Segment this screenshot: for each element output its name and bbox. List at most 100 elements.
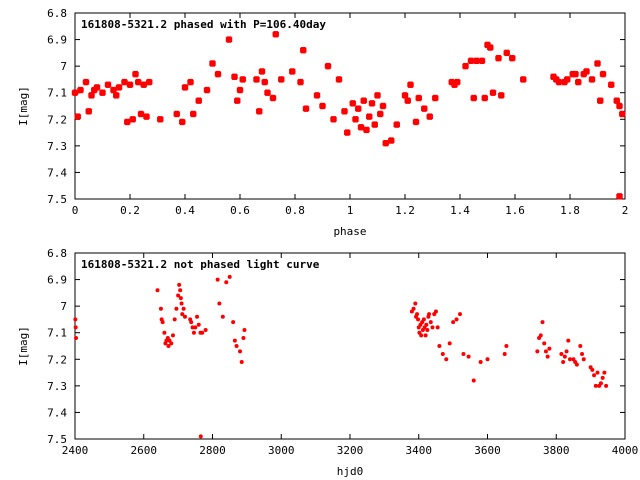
data-point bbox=[564, 76, 571, 83]
data-point bbox=[426, 113, 433, 120]
data-point bbox=[451, 81, 458, 88]
data-points bbox=[73, 274, 609, 439]
data-point bbox=[181, 84, 189, 91]
data-point bbox=[113, 92, 120, 99]
data-point bbox=[421, 105, 428, 112]
data-point bbox=[203, 86, 211, 94]
data-point bbox=[471, 378, 476, 383]
data-point bbox=[99, 89, 106, 96]
data-point bbox=[503, 49, 510, 57]
data-point bbox=[181, 306, 186, 311]
data-point bbox=[74, 336, 79, 341]
axis-ticks bbox=[74, 12, 626, 200]
data-point bbox=[231, 73, 238, 80]
data-point bbox=[454, 317, 459, 322]
data-point bbox=[604, 383, 609, 388]
data-point bbox=[447, 341, 452, 346]
axis-ticks bbox=[74, 252, 626, 440]
data-point bbox=[430, 325, 435, 330]
data-point bbox=[520, 76, 527, 83]
data-point bbox=[187, 78, 194, 86]
tick-labels: 0 0.2 0.4 0.6 0.8 1 1.2 1.4 1.6 1.8 2 6.8 6.9 7 7.1 7.2… bbox=[47, 7, 628, 217]
data-point bbox=[619, 110, 626, 118]
data-point bbox=[261, 78, 268, 86]
data-point bbox=[209, 60, 216, 67]
data-point bbox=[377, 110, 384, 118]
data-point bbox=[224, 280, 229, 285]
data-point bbox=[85, 108, 92, 115]
data-point bbox=[461, 351, 466, 356]
data-point bbox=[388, 137, 395, 144]
x-tick-label: 2600 bbox=[131, 444, 158, 457]
data-point bbox=[572, 70, 579, 78]
data-point bbox=[178, 288, 183, 293]
data-point bbox=[300, 47, 307, 54]
data-point bbox=[462, 62, 469, 70]
y-tick-label: 7.2 bbox=[47, 353, 67, 366]
data-point bbox=[498, 92, 505, 99]
data-point bbox=[77, 86, 84, 94]
x-tick-label: 0.8 bbox=[285, 204, 305, 217]
y-tick-label: 7.4 bbox=[47, 406, 67, 419]
data-point bbox=[543, 349, 548, 354]
data-point bbox=[179, 301, 184, 306]
data-point bbox=[191, 330, 196, 335]
data-point bbox=[215, 277, 220, 282]
y-tick-label: 6.9 bbox=[47, 274, 67, 287]
data-point bbox=[200, 330, 205, 335]
x-axis-label: phase bbox=[333, 225, 366, 238]
data-point bbox=[593, 383, 598, 388]
data-point bbox=[242, 328, 247, 333]
data-point bbox=[595, 370, 600, 375]
y-tick-label: 7.2 bbox=[47, 113, 67, 126]
data-point bbox=[220, 314, 225, 319]
data-point bbox=[335, 76, 343, 83]
data-point bbox=[363, 126, 370, 134]
data-point bbox=[504, 344, 509, 348]
data-point bbox=[196, 322, 201, 327]
data-point bbox=[561, 78, 568, 86]
y-tick-label: 7.5 bbox=[47, 193, 67, 206]
data-point bbox=[574, 362, 579, 367]
data-point bbox=[173, 110, 180, 118]
data-point bbox=[590, 367, 595, 372]
data-point bbox=[371, 121, 378, 128]
data-point bbox=[368, 100, 376, 107]
data-point bbox=[433, 309, 438, 314]
data-point bbox=[193, 325, 198, 330]
data-point bbox=[454, 78, 461, 86]
data-point bbox=[415, 94, 422, 102]
data-point bbox=[166, 344, 171, 348]
data-point bbox=[198, 434, 203, 439]
data-point bbox=[341, 108, 348, 115]
data-point bbox=[379, 102, 387, 110]
data-point bbox=[448, 78, 455, 86]
data-point bbox=[404, 97, 411, 104]
data-point bbox=[598, 381, 603, 386]
data-point bbox=[553, 76, 560, 83]
data-point bbox=[129, 116, 136, 123]
data-point bbox=[189, 320, 194, 325]
data-point bbox=[225, 36, 233, 43]
data-point bbox=[485, 357, 490, 362]
data-point bbox=[231, 320, 236, 325]
data-point bbox=[269, 94, 277, 102]
data-point bbox=[440, 351, 445, 356]
data-point bbox=[478, 359, 483, 364]
data-point bbox=[169, 341, 174, 346]
data-point bbox=[427, 312, 432, 317]
data-point bbox=[481, 94, 488, 102]
data-point bbox=[313, 92, 321, 99]
x-tick-label: 4000 bbox=[612, 444, 639, 457]
data-point bbox=[319, 102, 326, 110]
y-axis-label: I[mag] bbox=[17, 86, 30, 126]
data-point bbox=[428, 320, 433, 325]
data-point bbox=[374, 92, 381, 99]
data-points bbox=[71, 31, 626, 200]
data-point bbox=[467, 57, 475, 65]
data-point bbox=[195, 314, 200, 319]
data-point bbox=[599, 70, 607, 78]
data-point bbox=[124, 118, 131, 126]
data-point bbox=[264, 89, 271, 96]
